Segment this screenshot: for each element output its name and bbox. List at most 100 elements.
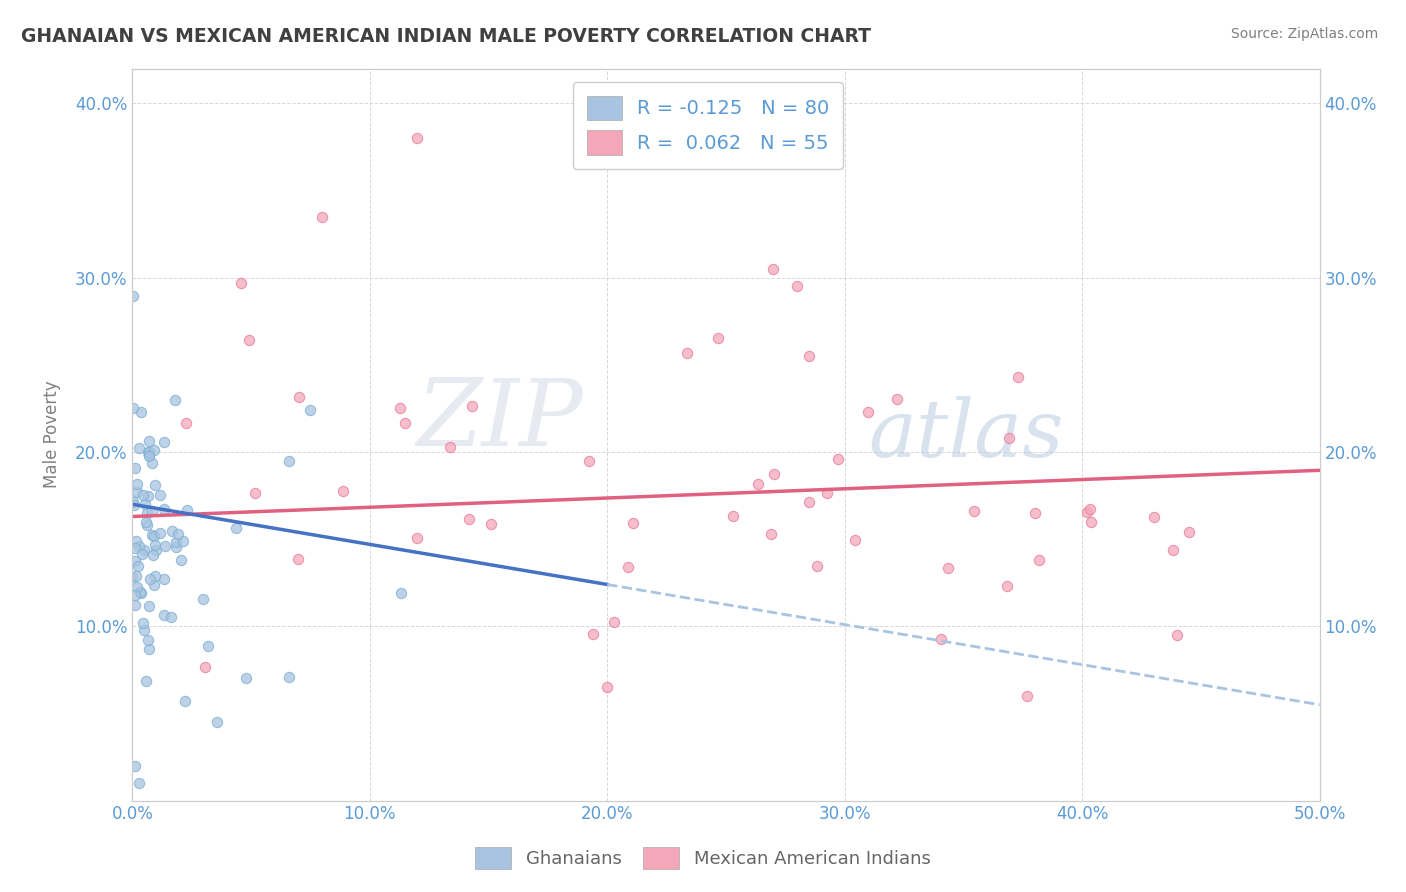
Point [786,279,808,293]
Point [125,533,148,548]
Point [761,527,783,541]
Point [231,277,253,291]
Point [153,572,176,586]
Y-axis label: Male Poverty: Male Poverty [44,381,60,489]
Point [1015,689,1038,703]
Point [135,517,157,532]
Point [621,516,644,531]
Point [763,467,786,481]
Point [143,568,166,582]
Point [141,456,163,470]
Point [141,504,163,518]
Legend: R = -0.125   N = 80, R =  0.062   N = 55: R = -0.125 N = 80, R = 0.062 N = 55 [574,82,844,169]
Point [278,670,301,684]
Point [160,524,183,538]
Point [153,539,176,553]
Point [169,553,191,567]
Point [235,671,257,685]
Point [603,615,626,630]
Point [149,488,172,502]
Point [827,452,849,467]
Point [721,508,744,523]
Point [163,393,186,408]
Point [134,497,156,511]
Point [142,548,165,562]
Point [1028,552,1050,566]
Point [129,586,152,600]
Point [288,390,311,404]
Point [124,461,146,475]
Point [191,591,214,606]
Point [135,673,157,688]
Point [125,476,148,491]
Point [166,527,188,541]
Point [675,345,697,359]
Point [138,448,160,462]
Point [1024,506,1046,520]
Point [406,531,429,545]
Point [998,431,1021,445]
Point [762,262,785,277]
Point [844,533,866,547]
Point [616,560,638,574]
Point [136,489,159,503]
Point [174,416,197,430]
Point [135,515,157,529]
Text: atlas: atlas [869,396,1064,474]
Point [122,494,145,508]
Point [461,399,484,413]
Point [1007,369,1029,384]
Point [134,623,156,637]
Point [138,445,160,459]
Point [149,526,172,541]
Point [582,627,605,641]
Point [124,498,146,512]
Point [122,401,145,416]
Point [142,578,165,592]
Point [136,445,159,459]
Point [706,331,728,345]
Point [1161,542,1184,557]
Point [125,568,148,582]
Point [138,641,160,656]
Point [172,533,194,548]
Point [138,599,160,613]
Point [139,572,162,586]
Point [856,405,879,419]
Point [243,485,266,500]
Text: ZIP: ZIP [418,375,583,465]
Point [143,538,166,552]
Point [145,543,167,558]
Point [886,392,908,407]
Point [747,476,769,491]
Point [152,608,174,623]
Point [815,486,838,500]
Point [388,401,411,415]
Point [194,659,217,673]
Point [143,443,166,458]
Point [132,616,155,631]
Point [938,561,960,575]
Point [197,640,219,654]
Point [298,402,321,417]
Text: GHANAIAN VS MEXICAN AMERICAN INDIAN MALE POVERTY CORRELATION CHART: GHANAIAN VS MEXICAN AMERICAN INDIAN MALE… [21,27,872,45]
Point [128,776,150,790]
Point [125,581,148,595]
Point [332,483,354,498]
Point [174,694,197,708]
Point [124,599,146,613]
Point [124,758,146,772]
Point [238,333,260,347]
Point [1076,505,1098,519]
Point [799,494,821,508]
Point [806,558,828,573]
Point [152,434,174,449]
Point [125,485,148,500]
Point [1166,628,1188,642]
Point [138,449,160,463]
Point [406,131,429,145]
Point [127,558,149,573]
Point [124,541,146,556]
Point [165,540,187,554]
Point [995,579,1018,593]
